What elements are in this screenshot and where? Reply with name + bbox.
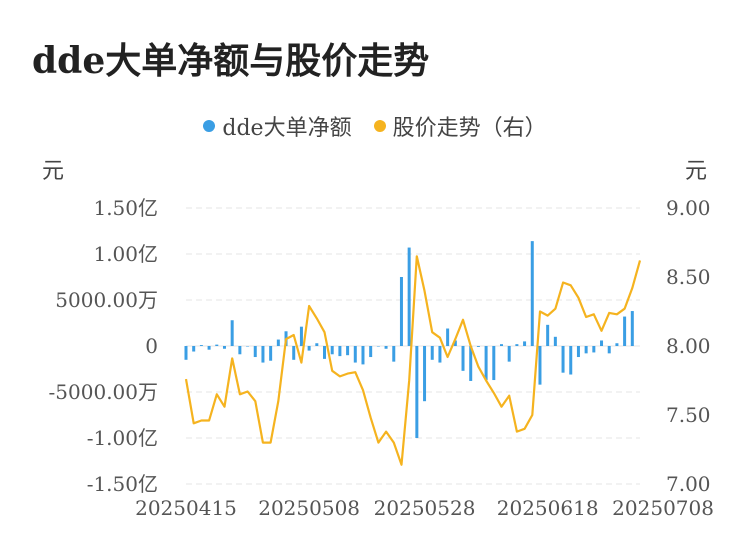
legend-dot-dde-icon — [203, 120, 216, 132]
dde-bar[interactable] — [230, 320, 234, 346]
dde-bar[interactable] — [261, 346, 265, 363]
dde-bar[interactable] — [538, 346, 542, 385]
x-tick-label: 20250508 — [258, 496, 360, 520]
x-tick-label: 20250415 — [135, 496, 237, 520]
legend-label-price: 股价走势（右） — [392, 116, 547, 141]
dde-bar[interactable] — [476, 346, 480, 347]
left-axis-unit: 元 — [42, 159, 64, 184]
dde-bar[interactable] — [299, 326, 303, 346]
legend: dde大单净额 股价走势（右） — [0, 110, 750, 142]
dde-bar[interactable] — [569, 346, 573, 375]
dde-bar[interactable] — [530, 241, 534, 346]
dde-bar[interactable] — [292, 346, 296, 360]
left-tick-label: 1.00亿 — [93, 242, 158, 266]
dde-bar[interactable] — [453, 340, 457, 346]
dde-bars — [184, 241, 634, 438]
dde-bar[interactable] — [330, 346, 334, 355]
dde-bar[interactable] — [623, 316, 627, 346]
dde-bar[interactable] — [607, 346, 611, 354]
dde-bar[interactable] — [592, 346, 596, 353]
right-tick-label: 7.50 — [666, 403, 711, 427]
dde-bar[interactable] — [553, 336, 557, 346]
right-axis-unit: 元 — [685, 159, 707, 184]
dde-bar[interactable] — [407, 247, 411, 346]
price-line — [184, 255, 642, 466]
left-tick-label: 0 — [145, 334, 158, 358]
dde-bar[interactable] — [446, 328, 450, 346]
dde-bar[interactable] — [615, 343, 619, 346]
dde-bar[interactable] — [584, 346, 588, 354]
dde-bar[interactable] — [353, 346, 357, 363]
chart-title: dde大单净额与股价走势 — [32, 40, 430, 82]
left-tick-label: 5000.00万 — [55, 288, 158, 312]
dde-bar[interactable] — [430, 346, 434, 360]
dde-bar[interactable] — [523, 341, 527, 346]
dde-bar[interactable] — [276, 339, 280, 346]
left-tick-label: 1.50亿 — [93, 196, 158, 220]
dde-bar[interactable] — [415, 346, 419, 438]
dde-bar[interactable] — [222, 346, 226, 349]
dde-bar[interactable] — [507, 346, 511, 362]
right-axis-ticks: 9.00 8.50 8.00 7.50 7.00 — [666, 196, 711, 496]
dde-bar[interactable] — [376, 346, 380, 347]
dde-bar[interactable] — [423, 346, 427, 402]
x-tick-label: 20250528 — [374, 496, 476, 520]
dde-bar[interactable] — [346, 346, 350, 356]
price-line-path[interactable] — [184, 255, 642, 466]
dde-bar[interactable] — [315, 343, 319, 346]
dde-bar[interactable] — [630, 311, 634, 346]
dde-bar[interactable] — [361, 346, 365, 365]
dde-bar[interactable] — [392, 346, 396, 362]
dde-bar[interactable] — [184, 346, 188, 360]
dde-bar[interactable] — [499, 344, 503, 346]
right-tick-label: 7.00 — [666, 472, 711, 496]
dde-bar[interactable] — [438, 346, 442, 363]
dde-bar[interactable] — [199, 345, 203, 346]
legend-dot-price-icon — [373, 120, 386, 132]
legend-label-dde: dde大单净额 — [222, 116, 352, 141]
dde-bar[interactable] — [246, 346, 250, 347]
x-axis-ticks: 20250415 20250508 20250528 20250618 20250708 — [135, 496, 714, 520]
dde-bar[interactable] — [576, 346, 580, 358]
left-tick-label: -5000.00万 — [49, 380, 158, 404]
dde-bar[interactable] — [384, 346, 388, 349]
x-tick-label: 20250708 — [612, 496, 714, 520]
legend-item-price[interactable]: 股价走势（右） — [373, 110, 547, 142]
dde-bar[interactable] — [484, 346, 488, 381]
left-tick-label: -1.00亿 — [87, 426, 158, 450]
x-tick-label: 20250618 — [497, 496, 599, 520]
dde-bar[interactable] — [369, 346, 373, 358]
left-tick-label: -1.50亿 — [87, 472, 158, 496]
right-tick-label: 9.00 — [666, 196, 711, 220]
legend-item-dde[interactable]: dde大单净额 — [203, 110, 352, 142]
dde-bar[interactable] — [207, 346, 211, 350]
dde-bar[interactable] — [238, 346, 242, 355]
dde-bar[interactable] — [338, 346, 342, 357]
dde-bar[interactable] — [600, 340, 604, 346]
dde-bar[interactable] — [561, 346, 565, 373]
dde-bar[interactable] — [515, 344, 519, 346]
right-tick-label: 8.00 — [666, 334, 711, 358]
right-tick-label: 8.50 — [666, 265, 711, 289]
dde-bar[interactable] — [307, 346, 311, 351]
dde-bar[interactable] — [253, 346, 257, 358]
dde-bar[interactable] — [269, 346, 273, 361]
dde-bar[interactable] — [215, 344, 219, 346]
dde-bar[interactable] — [399, 277, 403, 346]
dde-bar[interactable] — [492, 346, 496, 381]
dde-bar[interactable] — [323, 346, 327, 359]
left-axis-ticks: 1.50亿 1.00亿 5000.00万 0 -5000.00万 -1.00亿 -1.50亿 — [49, 196, 158, 496]
dde-bar[interactable] — [546, 324, 550, 346]
dde-bar[interactable] — [469, 346, 473, 381]
dde-bar[interactable] — [461, 346, 465, 371]
dde-bar[interactable] — [192, 346, 196, 352]
